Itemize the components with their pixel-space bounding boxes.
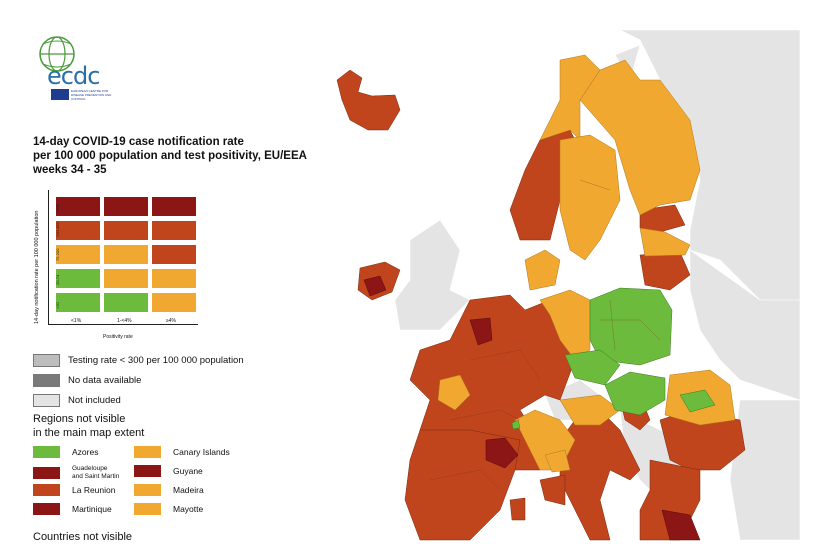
region-legend-item: Martinique bbox=[33, 503, 112, 515]
matrix-cell bbox=[151, 244, 197, 265]
region-label: La Reunion bbox=[72, 485, 116, 495]
matrix-x-tick: <1% bbox=[71, 318, 82, 324]
matrix-y-label: 14-day notification rate per 100 000 pop… bbox=[34, 210, 40, 324]
title-line-3: weeks 34 - 35 bbox=[33, 164, 107, 176]
dark-red-regions bbox=[363, 275, 701, 541]
matrix-cell bbox=[55, 244, 101, 265]
ecdc-logo-subtext: EUROPEAN CENTRE FOR DISEASE PREVENTION A… bbox=[71, 89, 112, 101]
region-label: Mayotte bbox=[173, 504, 204, 514]
region-label: Madeira bbox=[173, 485, 204, 495]
legend-label: No data available bbox=[68, 374, 142, 386]
matrix-cell bbox=[151, 220, 197, 241]
orange-regions bbox=[437, 54, 736, 473]
matrix-x-label: Positivity rate bbox=[103, 334, 133, 340]
matrix-y-axis bbox=[48, 190, 49, 324]
region-swatch bbox=[134, 446, 161, 458]
legend-label: Testing rate < 300 per 100 000 populatio… bbox=[68, 354, 244, 366]
matrix-cell bbox=[103, 220, 149, 241]
matrix-cell bbox=[151, 196, 197, 217]
green-regions bbox=[511, 287, 716, 430]
region-label: Azores bbox=[72, 447, 99, 457]
region-swatch bbox=[134, 503, 161, 515]
ecdc-logo-text: ecdc bbox=[47, 62, 100, 90]
matrix-cell bbox=[103, 268, 149, 289]
region-legend-item: Azores bbox=[33, 446, 98, 458]
matrix-y-tick: <20 bbox=[55, 302, 60, 309]
region-legend-item: Guadeloupe and Saint Martin bbox=[33, 465, 119, 481]
matrix-cell bbox=[151, 292, 197, 313]
region-swatch bbox=[33, 446, 60, 458]
matrix-cell bbox=[103, 244, 149, 265]
legend-swatch bbox=[33, 373, 60, 387]
regions-heading-line: in the main map extent bbox=[33, 427, 145, 439]
legend-no-data: No data available bbox=[33, 373, 141, 387]
title-line-1: 14-day COVID-19 case notification rate bbox=[33, 136, 244, 148]
region-legend-item: Guyane bbox=[134, 465, 203, 477]
region-legend-item: Mayotte bbox=[134, 503, 203, 515]
matrix-y-tick: 200-499 bbox=[55, 222, 60, 237]
region-label: Canary Islands bbox=[173, 447, 230, 457]
legend-swatch bbox=[33, 393, 60, 407]
matrix-cell bbox=[55, 268, 101, 289]
color-matrix bbox=[55, 196, 199, 315]
matrix-x-tick: ≥4% bbox=[166, 318, 176, 324]
matrix-cell bbox=[103, 292, 149, 313]
matrix-cell bbox=[55, 196, 101, 217]
region-label: Guadeloupe and Saint Martin bbox=[72, 465, 120, 480]
region-borders bbox=[429, 179, 661, 491]
eu-flag-icon bbox=[51, 89, 69, 100]
region-label: Martinique bbox=[72, 504, 112, 514]
title-line-2: per 100 000 population and test positivi… bbox=[33, 150, 307, 162]
region-legend-item: Canary Islands bbox=[134, 446, 230, 458]
region-swatch bbox=[33, 467, 60, 479]
region-swatch bbox=[134, 484, 161, 496]
region-swatch bbox=[33, 484, 60, 496]
region-legend-item: La Reunion bbox=[33, 484, 115, 496]
legend-not-included: Not included bbox=[33, 393, 121, 407]
matrix-cell bbox=[55, 292, 101, 313]
legend-testing-rate: Testing rate < 300 per 100 000 populatio… bbox=[33, 353, 244, 367]
region-swatch bbox=[33, 503, 60, 515]
matrix-cell bbox=[55, 220, 101, 241]
legend-swatch bbox=[33, 353, 60, 367]
countries-heading: Countries not visible bbox=[33, 531, 133, 543]
matrix-x-axis bbox=[48, 324, 198, 325]
matrix-y-tick: 75-200 bbox=[55, 248, 60, 261]
region-legend-item: Madeira bbox=[134, 484, 204, 496]
region-swatch bbox=[134, 465, 161, 477]
regions-heading: Regions not visible in the main map exte… bbox=[33, 412, 144, 440]
matrix-cell bbox=[151, 268, 197, 289]
matrix-x-tick: 1-<4% bbox=[117, 318, 132, 324]
ecdc-globe-icon bbox=[39, 36, 75, 72]
non-included-areas bbox=[394, 29, 801, 541]
legend-label: Not included bbox=[68, 394, 121, 406]
map-title: 14-day COVID-19 case notification rate p… bbox=[33, 135, 343, 177]
region-label: Guyane bbox=[173, 466, 203, 476]
matrix-y-tick: >500 bbox=[55, 203, 60, 213]
matrix-cell bbox=[103, 196, 149, 217]
regions-heading-line: Regions not visible bbox=[33, 413, 126, 425]
red-regions bbox=[336, 69, 746, 541]
matrix-y-tick: 20-74 bbox=[55, 274, 60, 285]
